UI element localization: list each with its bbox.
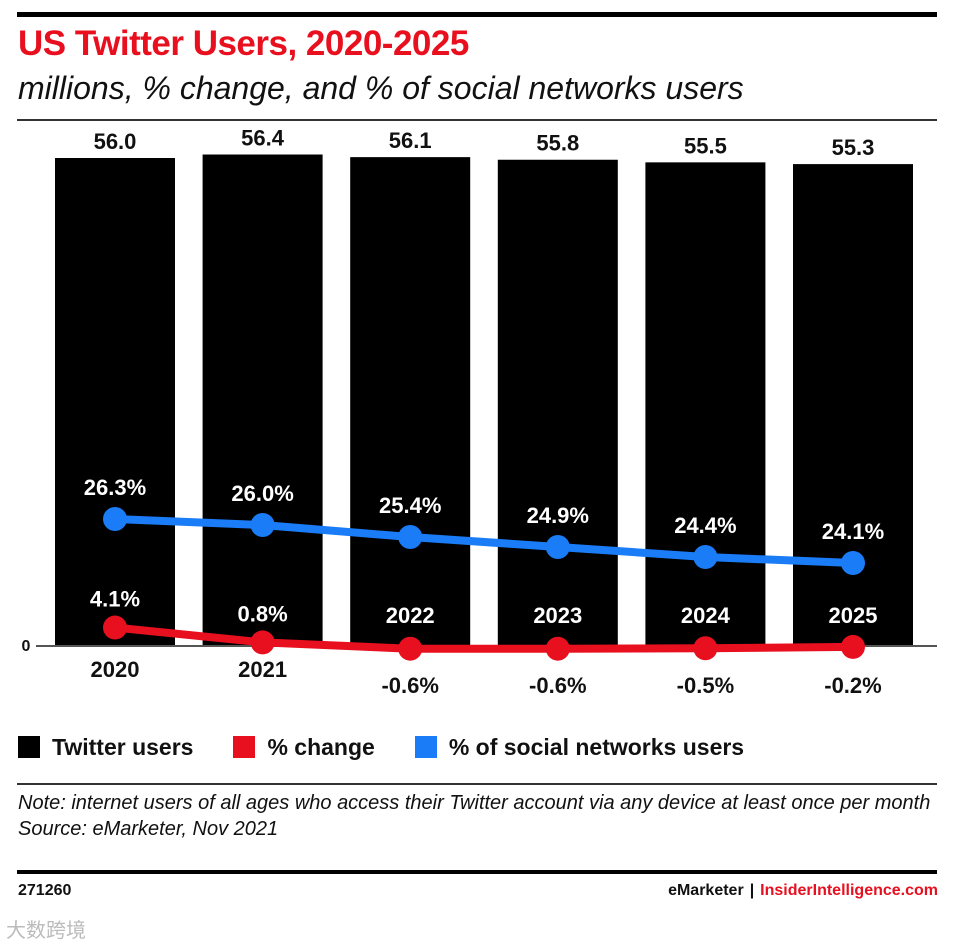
footer-separator: | bbox=[749, 882, 755, 899]
source-text: Source: eMarketer, Nov 2021 bbox=[18, 818, 279, 840]
bar-2024 bbox=[645, 162, 766, 646]
bar-2021 bbox=[202, 154, 323, 646]
note-text: Note: internet users of all ages who acc… bbox=[18, 792, 931, 814]
bar-value-label-2025: 55.3 bbox=[832, 135, 875, 160]
social-share-label-2021: 26.0% bbox=[231, 481, 293, 506]
bar-2023 bbox=[497, 159, 618, 646]
pct-change-point-2024 bbox=[693, 636, 718, 661]
bar-value-label-2024: 55.5 bbox=[684, 133, 727, 158]
bar-2022 bbox=[350, 157, 471, 646]
social-share-label-2022: 25.4% bbox=[379, 493, 441, 518]
legend-label-twitter-users: Twitter users bbox=[52, 733, 194, 760]
social-share-label-2024: 24.4% bbox=[674, 513, 736, 538]
pct-change-label-2021: 0.8% bbox=[238, 601, 288, 626]
social-share-label-2025: 24.1% bbox=[822, 519, 884, 544]
legend-item-pct-change: % change bbox=[233, 733, 375, 761]
bar-value-label-2023: 55.8 bbox=[536, 131, 579, 156]
legend-item-twitter-users: Twitter users bbox=[18, 734, 193, 761]
social-share-point-2020 bbox=[103, 507, 127, 531]
pct-change-point-2021 bbox=[250, 630, 275, 655]
chart-title: US Twitter Users, 2020-2025 bbox=[18, 24, 469, 63]
social-share-point-2023 bbox=[545, 535, 570, 559]
pct-change-label-2022: -0.6% bbox=[381, 673, 438, 698]
x-tick-label-2022: 2022 bbox=[386, 603, 435, 628]
social-share-point-2025 bbox=[841, 551, 865, 575]
legend-label-social-share: % of social networks users bbox=[448, 733, 745, 760]
footer-credits: eMarketer | InsiderIntelligence.com bbox=[668, 882, 938, 900]
social-share-point-2022 bbox=[398, 525, 423, 549]
bar-value-label-2020: 56.0 bbox=[94, 129, 137, 154]
top-rule bbox=[17, 12, 937, 17]
legend-divider bbox=[17, 783, 937, 785]
pct-change-label-2020: 4.1% bbox=[90, 587, 140, 612]
footnote: Note: internet users of all ages who acc… bbox=[18, 790, 938, 842]
pct-change-point-2022 bbox=[398, 636, 423, 661]
social-share-line bbox=[111, 515, 857, 567]
legend-label-pct-change: % change bbox=[267, 733, 375, 760]
zero-axis-label: 0 bbox=[22, 638, 31, 655]
legend-swatch-twitter-users bbox=[18, 736, 40, 758]
bar-value-label-2021: 56.4 bbox=[241, 126, 285, 151]
pct-change-label-2023: -0.6% bbox=[529, 673, 586, 698]
x-tick-label-2021: 2021 bbox=[238, 657, 287, 682]
publisher-name: eMarketer bbox=[668, 882, 744, 899]
social-share-label-2020: 26.3% bbox=[84, 475, 146, 500]
bar-value-label-2022: 56.1 bbox=[389, 128, 432, 153]
pct-change-label-2025: -0.2% bbox=[824, 673, 881, 698]
brand-link[interactable]: InsiderIntelligence.com bbox=[760, 882, 938, 899]
pct-change-point-2020 bbox=[103, 615, 127, 640]
x-tick-label-2024: 2024 bbox=[681, 603, 731, 628]
social-share-point-2024 bbox=[693, 545, 718, 569]
pct-change-line bbox=[111, 623, 857, 653]
chart-area: 56.0 56.4 56.1 55.8 55.5 55.3 0 26.3% 26.0% 25.4%… bbox=[22, 126, 937, 698]
social-share-label-2023: 24.9% bbox=[527, 503, 589, 528]
legend: Twitter users % change % of social netwo… bbox=[18, 732, 784, 762]
legend-swatch-pct-change bbox=[233, 736, 256, 758]
x-tick-label-2020: 2020 bbox=[91, 657, 140, 682]
legend-item-social-share: % of social networks users bbox=[414, 733, 745, 761]
legend-swatch-social-share bbox=[414, 736, 437, 758]
bar-2020 bbox=[55, 158, 175, 646]
pct-change-label-2024: -0.5% bbox=[677, 673, 734, 698]
header-divider bbox=[17, 119, 937, 121]
pct-change-point-2023 bbox=[545, 636, 570, 661]
chart-id: 271260 bbox=[18, 882, 72, 899]
bottom-rule bbox=[17, 870, 937, 874]
social-share-point-2021 bbox=[250, 513, 275, 537]
chart-subtitle: millions, % change, and % of social netw… bbox=[18, 70, 744, 106]
watermark-text: 大数跨境 bbox=[6, 920, 86, 942]
x-tick-label-2023: 2023 bbox=[533, 603, 582, 628]
pct-change-point-2025 bbox=[841, 634, 865, 659]
x-tick-label-2025: 2025 bbox=[829, 603, 878, 628]
